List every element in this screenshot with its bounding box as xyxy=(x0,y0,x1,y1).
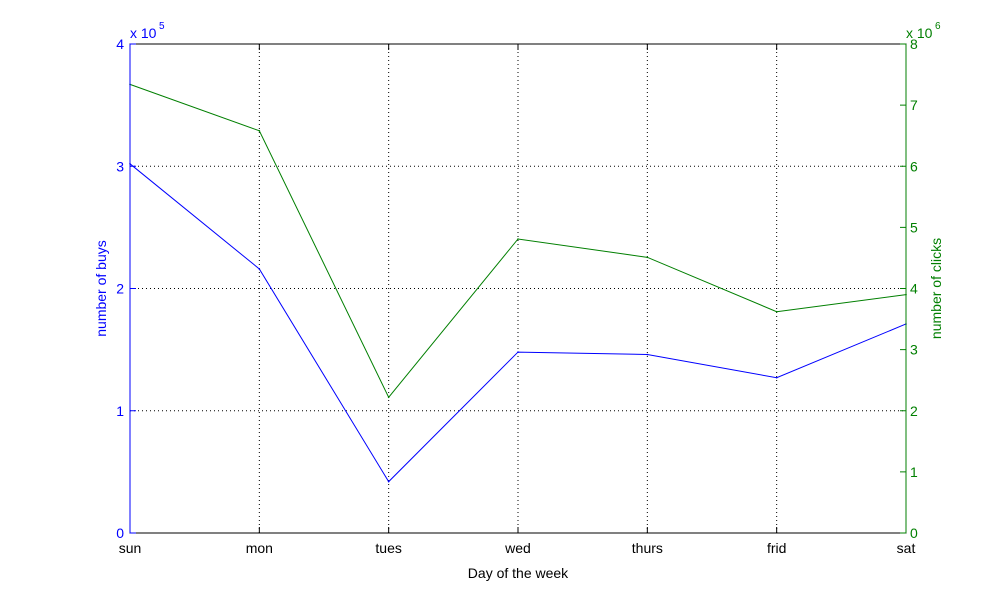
x-axis: sun mon tues wed thurs frid sat xyxy=(119,44,916,556)
right-y-tick-label: 0 xyxy=(910,525,918,541)
x-axis-title: Day of the week xyxy=(468,565,569,581)
x-tick-label: mon xyxy=(246,540,273,556)
right-y-tick-label: 7 xyxy=(910,97,918,113)
left-y-tick-label: 1 xyxy=(116,403,124,419)
clicks-data-point xyxy=(775,310,778,313)
clicks-data-point xyxy=(387,396,390,399)
right-y-tick-label: 4 xyxy=(910,281,918,297)
x-tick-label: sun xyxy=(119,540,142,556)
x-tick-label: sat xyxy=(897,540,916,556)
buys-data-point xyxy=(775,376,778,379)
x-tick-label: wed xyxy=(504,540,531,556)
buys-data-point xyxy=(646,353,649,356)
left-y-axis: 0 1 2 3 4 xyxy=(116,36,136,541)
right-y-tick-label: 1 xyxy=(910,464,918,480)
left-multiplier-exponent: 5 xyxy=(159,21,165,32)
grid xyxy=(130,44,906,533)
right-y-tick-label: 6 xyxy=(910,158,918,174)
right-y-tick-label: 8 xyxy=(910,36,918,52)
left-multiplier-base: x 10 xyxy=(130,25,157,41)
left-y-tick-label: 2 xyxy=(116,281,124,297)
clicks-data-point xyxy=(258,129,261,132)
left-y-axis-title: number of buys xyxy=(93,240,109,337)
left-y-tick-label: 0 xyxy=(116,525,124,541)
right-multiplier-exponent: 6 xyxy=(935,21,941,32)
x-tick-label: thurs xyxy=(632,540,663,556)
left-y-tick-label: 4 xyxy=(116,36,124,52)
right-y-axis-title: number of clicks xyxy=(928,238,944,339)
buys-data-point xyxy=(517,351,519,353)
x-tick-label: tues xyxy=(375,540,401,556)
buys-series-line xyxy=(129,163,907,483)
right-multiplier-base: x 10 xyxy=(906,25,933,41)
right-y-axis: 0 1 2 3 4 5 6 7 8 xyxy=(900,36,918,541)
x-tick-label: frid xyxy=(767,540,786,556)
right-axis-multiplier: x 10 6 xyxy=(906,21,941,41)
right-y-tick-label: 2 xyxy=(910,403,918,419)
left-y-tick-label: 3 xyxy=(116,158,124,174)
right-y-tick-label: 5 xyxy=(910,219,918,235)
buys-data-point xyxy=(258,268,261,270)
clicks-data-point xyxy=(517,238,519,240)
buys-data-point xyxy=(387,480,390,483)
clicks-data-point xyxy=(646,256,649,259)
series-group xyxy=(129,83,907,483)
right-y-tick-label: 3 xyxy=(910,342,918,358)
left-axis-multiplier: x 10 5 xyxy=(130,21,165,41)
